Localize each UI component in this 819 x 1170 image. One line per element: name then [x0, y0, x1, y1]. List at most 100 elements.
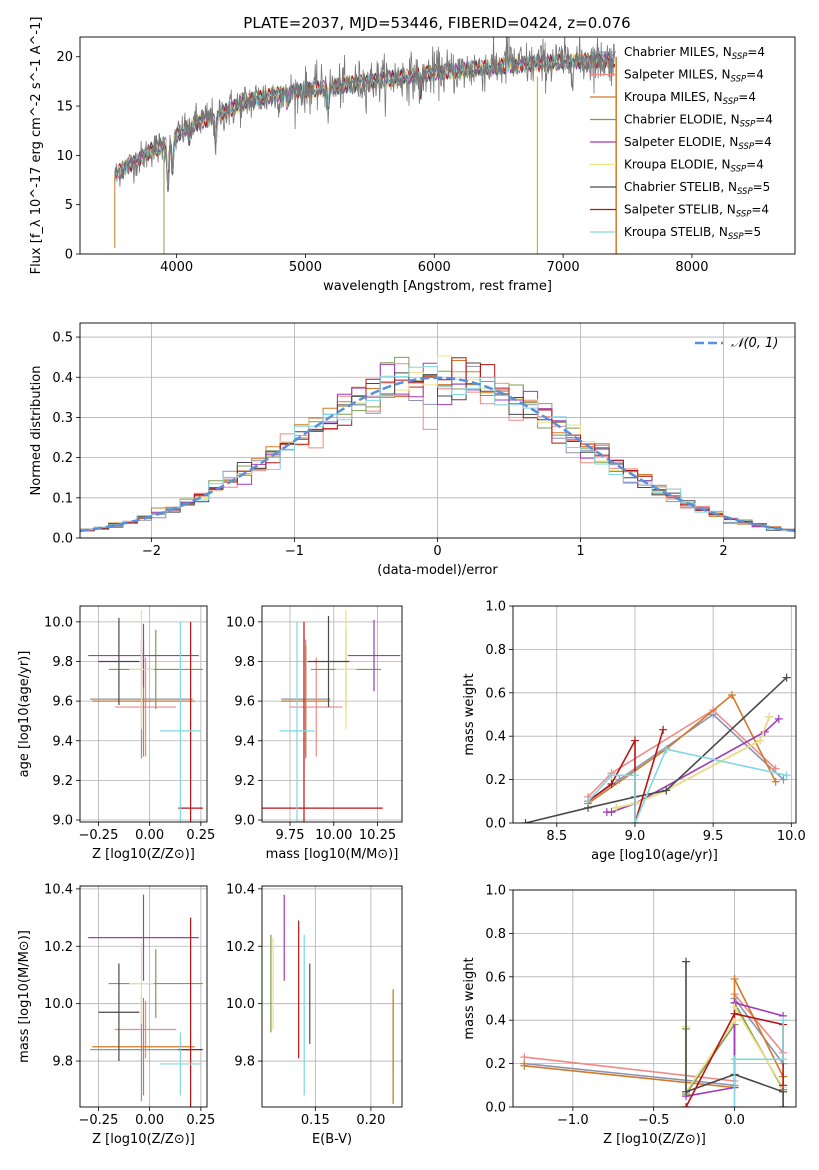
- x-tick-label: 8.5: [546, 829, 567, 844]
- weight-marker-kroupa-stelib: [730, 1103, 739, 1107]
- weight-marker-salpeter-elodie: [774, 714, 783, 723]
- x-tick-label: 9.0: [625, 829, 646, 844]
- axes-frame: [79, 36, 796, 255]
- axes-frame: [79, 605, 208, 823]
- axes-frame: [512, 889, 797, 1108]
- x-tick-label: 9.75: [276, 828, 305, 843]
- weight-marker-chabrier-stelib: [782, 673, 791, 682]
- y-tick-label: 0.5: [52, 331, 73, 346]
- y-tick-label: 20: [56, 50, 73, 65]
- y-tick-label: 10.0: [44, 997, 73, 1012]
- legend-label: Kroupa ELODIE, NSSP=4: [624, 158, 764, 175]
- x-axis-label: Z [log10(Z/Z⊙)]: [92, 1132, 195, 1147]
- weight-marker-salpeter-stelib: [779, 1081, 788, 1090]
- panel-weight_vs_age: 8.5 9.0 9.5 10.0 0.0 0.2 0.4 0.6 0.8 1.0 age [log1…: [462, 600, 806, 864]
- x-tick-label: 0.15: [301, 1113, 330, 1128]
- x-tick-label: 6000: [418, 260, 451, 275]
- weight-line-kroupa-miles: [587, 693, 777, 805]
- weight-marker-salpeter-elodie: [607, 808, 616, 817]
- weight-line-kroupa-stelib: [733, 1020, 784, 1107]
- panel-mass_vs_Z: −0.25 0.00 0.25 9.8 10.0 10.2 10.4 Z [log10(Z/Z…: [17, 882, 215, 1147]
- panel-residuals: −2 −1 0 1 2 0.0 0.1 0.2 0.3 0.4 0.5 (data-model)/er…: [29, 322, 796, 578]
- weight-marker-kroupa-miles: [520, 1061, 529, 1070]
- y-axis-label: mass weight: [462, 957, 477, 1039]
- plot-area-weight_vs_age: [521, 673, 791, 823]
- y-tick-label: 9.6: [234, 695, 255, 710]
- y-tick-label: 10.4: [44, 882, 73, 897]
- x-axis-label: E(B-V): [312, 1132, 352, 1147]
- weight-marker-salpeter-miles: [520, 1053, 529, 1062]
- y-tick-label: 0.3: [52, 411, 73, 426]
- weight-marker-kroupa-stelib: [782, 771, 791, 780]
- legend-label: 𝒩(0, 1): [731, 336, 778, 351]
- y-tick-label: 9.2: [234, 774, 255, 789]
- x-axis-label: mass [log10(M/M⊙)]: [266, 847, 399, 862]
- y-tick-label: 0.6: [485, 970, 506, 985]
- y-tick-label: 0.2: [485, 1057, 506, 1072]
- x-axis-label: wavelength [Angstrom, rest frame]: [323, 279, 552, 294]
- x-tick-label: 0: [433, 544, 441, 559]
- weight-marker-kroupa-stelib: [607, 771, 616, 780]
- x-tick-label: 0.25: [186, 828, 215, 843]
- y-tick-label: 0.4: [52, 371, 73, 386]
- weight-line-kroupa-elodie: [616, 716, 771, 809]
- axes-frame: [79, 885, 208, 1108]
- x-tick-label: 4000: [160, 260, 193, 275]
- plot-area-weight_vs_Z: [520, 957, 788, 1107]
- plot-area-residuals: [80, 355, 795, 533]
- x-tick-label: −1.0: [557, 1113, 589, 1128]
- y-tick-label: 9.8: [52, 655, 73, 670]
- x-tick-label: 9.5: [703, 829, 724, 844]
- observed-spectrum: [114, 37, 615, 190]
- weight-line-chabrier-elodie: [616, 716, 771, 809]
- y-tick-label: 10.0: [44, 615, 73, 630]
- y-axis-label: Normed distribution: [29, 366, 44, 496]
- y-tick-label: 0.6: [485, 686, 506, 701]
- legend-label: Salpeter STELIB, NSSP=4: [624, 203, 769, 220]
- weight-marker-salpeter-stelib: [630, 736, 639, 745]
- weight-marker-kroupa-stelib: [584, 797, 593, 806]
- y-tick-label: 0.4: [485, 1014, 506, 1029]
- weight-marker-kroupa-stelib: [779, 1016, 788, 1025]
- x-tick-label: 0.00: [135, 828, 164, 843]
- panel-age_vs_Z: −0.25 0.00 0.25 9.0 9.2 9.4 9.6 9.8 10.0 Z [log10…: [17, 605, 215, 862]
- y-tick-label: 9.8: [234, 655, 255, 670]
- x-tick-label: 7000: [547, 260, 580, 275]
- y-tick-label: 0: [65, 248, 73, 263]
- weight-marker-kroupa-miles: [771, 777, 780, 786]
- y-tick-label: 0.8: [485, 927, 506, 942]
- y-tick-label: 0.2: [52, 451, 73, 466]
- x-tick-label: −0.25: [79, 1113, 119, 1128]
- x-tick-label: 0.20: [356, 1113, 385, 1128]
- weight-marker-salpeter-stelib: [607, 779, 616, 788]
- legend-label: Chabrier STELIB, NSSP=5: [624, 180, 770, 197]
- y-tick-label: 0.0: [52, 532, 73, 547]
- x-tick-label: 0.00: [135, 1113, 164, 1128]
- y-tick-label: 0.8: [485, 643, 506, 658]
- weight-marker-kroupa-stelib: [662, 745, 671, 754]
- weight-marker-chabrier-stelib: [682, 957, 691, 966]
- panel-mass_vs_EBV: 0.15 0.20 9.8 10.0 10.2 10.4 E(B-V): [226, 882, 403, 1147]
- y-tick-label: 9.8: [52, 1055, 73, 1070]
- y-tick-label: 9.0: [234, 814, 255, 829]
- panel-spectrum: 4000 5000 6000 7000 8000 0 5 10 15 20 wavelength […: [29, 17, 796, 294]
- weight-marker-chabrier-stelib: [662, 786, 671, 795]
- y-tick-label: 0.1: [52, 491, 73, 506]
- x-tick-label: −2: [142, 544, 161, 559]
- axes-frame: [261, 885, 403, 1108]
- x-tick-label: −0.5: [638, 1113, 670, 1128]
- y-axis-label: mass weight: [462, 673, 477, 755]
- legend-label: Chabrier MILES, NSSP=4: [624, 45, 765, 62]
- axes-frame: [512, 605, 797, 824]
- legend-label: Salpeter ELODIE, NSSP=4: [624, 135, 772, 152]
- y-tick-label: 10.0: [226, 615, 255, 630]
- weight-line-salpeter-stelib: [587, 729, 664, 823]
- weight-marker-chabrier-stelib: [521, 819, 530, 823]
- weight-marker-salpeter-stelib: [659, 725, 668, 734]
- x-tick-label: 2: [719, 544, 727, 559]
- y-tick-label: 1.0: [485, 600, 506, 615]
- weight-marker-kroupa-miles: [727, 690, 736, 699]
- x-axis-label: Z [log10(Z/Z⊙)]: [92, 847, 195, 862]
- legend-label: Salpeter MILES, NSSP=4: [624, 68, 764, 85]
- weight-marker-kroupa-elodie: [612, 803, 621, 812]
